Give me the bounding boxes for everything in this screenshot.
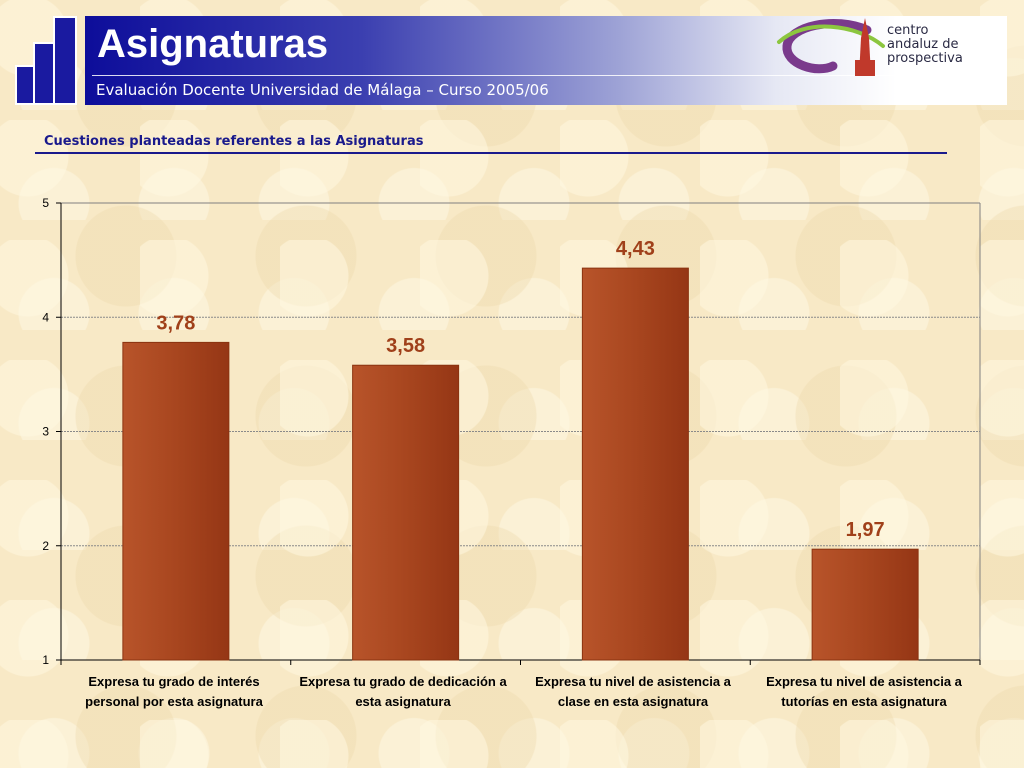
data-label: 3,78 — [156, 312, 195, 334]
y-tick-label: 2 — [42, 539, 49, 553]
logo-text-line: andaluz de — [887, 37, 959, 52]
data-label: 3,58 — [386, 335, 425, 357]
logo-text: centro andaluz de prospectiva — [887, 24, 963, 66]
data-label: 1,97 — [846, 519, 885, 541]
x-tick-label: Expresa tu nivel de asistencia a tutoría… — [766, 674, 962, 709]
y-tick-label: 4 — [42, 310, 49, 324]
section-divider — [35, 152, 947, 154]
section-title: Cuestiones planteadas referentes a las A… — [44, 134, 424, 149]
logo-giralda-base — [855, 60, 875, 76]
x-tick-label: Expresa tu grado de dedicación a esta as… — [299, 674, 507, 709]
header-decoration-block — [15, 65, 35, 105]
logo-text-line: centro — [887, 23, 929, 38]
x-tick-label: Expresa tu nivel de asistencia a clase e… — [535, 674, 731, 709]
centro-andaluz-logo — [777, 18, 885, 76]
header-divider — [92, 75, 997, 76]
page-title: Asignaturas — [97, 22, 329, 66]
bar — [811, 548, 919, 661]
bar — [581, 267, 689, 661]
x-tick-label: Expresa tu grado de interés personal por… — [85, 674, 263, 709]
header-decoration-block — [53, 16, 77, 105]
bar — [122, 341, 230, 661]
logo-arc — [777, 24, 885, 48]
logo-text-line: prospectiva — [887, 51, 963, 66]
header-decoration-outline — [53, 16, 77, 105]
y-tick-label: 1 — [42, 653, 49, 667]
page-subtitle: Evaluación Docente Universidad de Málaga… — [96, 81, 549, 99]
logo-swoosh — [782, 19, 872, 74]
y-tick-label: 3 — [42, 425, 49, 439]
y-tick-label: 5 — [42, 196, 49, 210]
bar — [352, 364, 460, 661]
header-decoration-block — [33, 42, 55, 105]
data-label: 4,43 — [616, 238, 655, 260]
